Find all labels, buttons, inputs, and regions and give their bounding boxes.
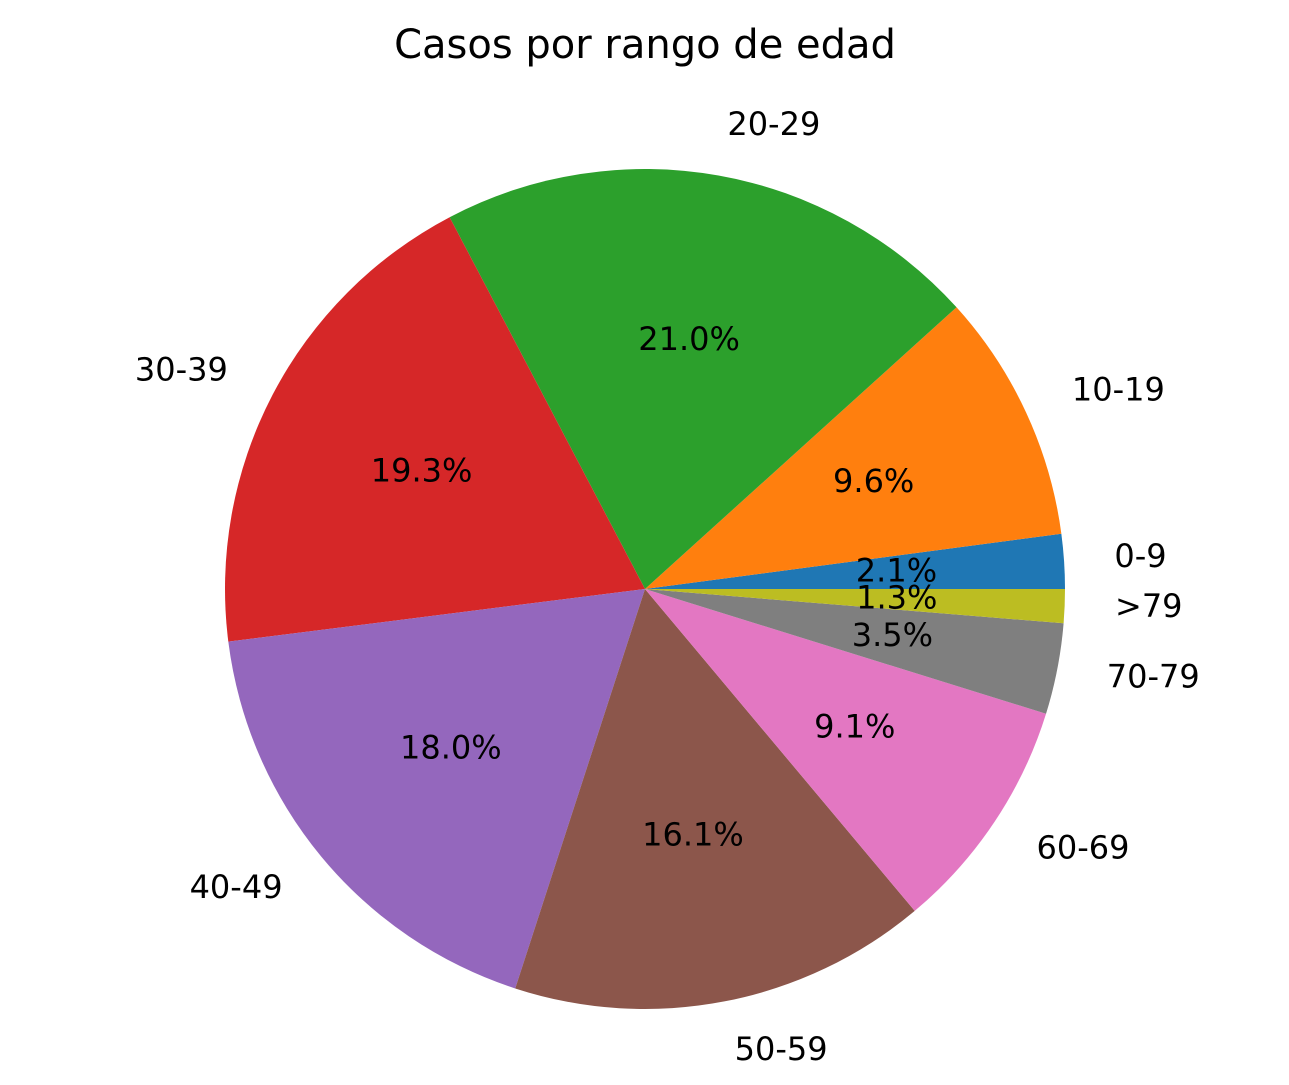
- pie-slice-20-29: [449, 169, 957, 589]
- slice-label: 50-59: [735, 1030, 828, 1068]
- pie-slice-50-59: [515, 589, 915, 1009]
- pie-slice-40-49: [228, 589, 645, 989]
- slice-label: 70-79: [1107, 658, 1200, 696]
- slice-percent-label: 16.1%: [642, 815, 744, 853]
- pie-slice-79: [645, 589, 1065, 624]
- pie-slice-70-79: [645, 589, 1064, 714]
- slice-percent-label: 9.1%: [814, 708, 895, 746]
- slice-percent-label: 9.6%: [833, 462, 914, 500]
- slice-percent-label: 19.3%: [371, 451, 473, 489]
- slice-label: 60-69: [1037, 829, 1130, 867]
- pie-slice-0-9: [645, 533, 1065, 589]
- chart-title: Casos por rango de edad: [394, 22, 896, 68]
- slice-label: 10-19: [1072, 370, 1165, 408]
- slice-label: 20-29: [727, 105, 820, 143]
- pie-slice-60-69: [645, 589, 1047, 911]
- pie-labels: 0-9 2.1% 10-19 9.6% 20-29 21.0% 30-39 19.3% 40-4…: [135, 105, 1200, 1068]
- slice-label: 30-39: [135, 351, 228, 389]
- slice-percent-label: 21.0%: [638, 320, 740, 358]
- slice-label: 0-9: [1114, 537, 1166, 575]
- pie-slices: [225, 169, 1065, 1009]
- pie-slice-30-39: [225, 217, 645, 642]
- slice-label: >79: [1115, 587, 1183, 625]
- slice-percent-label: 1.3%: [856, 578, 937, 616]
- slice-label: 40-49: [190, 868, 283, 906]
- slice-percent-label: 2.1%: [856, 551, 937, 589]
- slice-percent-label: 3.5%: [852, 616, 933, 654]
- pie-slice-10-19: [645, 307, 1062, 589]
- slice-percent-label: 18.0%: [400, 729, 502, 767]
